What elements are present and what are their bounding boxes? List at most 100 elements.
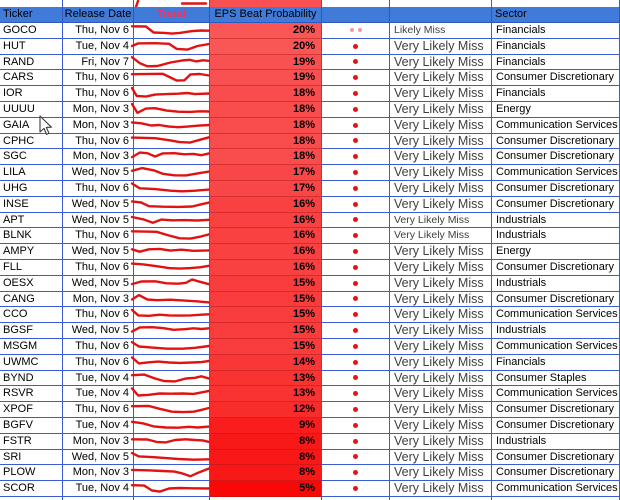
release-date-cell[interactable]: Tue, Nov 4 (63, 386, 134, 403)
trend-sparkline-cell[interactable] (130, 275, 211, 292)
header-sector[interactable]: Sector (492, 7, 620, 23)
partial-cell[interactable] (134, 496, 210, 500)
sector-cell[interactable]: Consumer Discretionary (492, 180, 620, 197)
sector-cell[interactable]: Consumer Staples (492, 370, 620, 387)
sector-cell[interactable]: Financials (492, 38, 620, 55)
header-release-date[interactable]: Release Date (63, 7, 134, 23)
trend-sparkline-cell[interactable] (130, 23, 211, 39)
signal-dots-cell[interactable] (322, 354, 390, 371)
miss-rating-cell[interactable]: Very Likely Miss (390, 86, 492, 102)
eps-probability-cell[interactable]: 19% (210, 54, 322, 71)
sector-cell[interactable]: Consumer Discretionary (492, 196, 620, 213)
miss-rating-cell[interactable]: Very Likely Miss (390, 354, 492, 371)
sector-cell[interactable]: Communication Services (492, 481, 620, 497)
trend-sparkline-cell[interactable] (130, 465, 211, 482)
ticker-cell[interactable]: OESX (0, 275, 63, 292)
eps-probability-cell[interactable]: 16% (210, 244, 322, 260)
ticker-cell[interactable]: CCO (0, 307, 63, 324)
signal-dots-cell[interactable] (322, 481, 390, 497)
eps-probability-cell[interactable]: 17% (210, 165, 322, 181)
miss-rating-cell[interactable]: Very Likely Miss (390, 465, 492, 482)
sector-cell[interactable]: Consumer Discretionary (492, 70, 620, 87)
header-miss-rating[interactable] (390, 7, 492, 23)
eps-probability-cell[interactable]: 15% (210, 338, 322, 355)
release-date-cell[interactable]: Thu, Nov 6 (63, 70, 134, 87)
release-date-cell[interactable]: Mon, Nov 3 (63, 117, 134, 134)
eps-probability-cell[interactable]: 18% (210, 133, 322, 150)
trend-sparkline-cell[interactable] (130, 196, 211, 213)
signal-dots-cell[interactable] (322, 386, 390, 403)
eps-probability-cell[interactable]: 15% (210, 275, 322, 292)
eps-probability-cell[interactable]: 16% (210, 196, 322, 213)
signal-dots-cell[interactable] (322, 101, 390, 118)
trend-sparkline-cell[interactable] (130, 244, 211, 260)
release-date-cell[interactable]: Thu, Nov 6 (63, 259, 134, 276)
ticker-cell[interactable]: FSTR (0, 433, 63, 450)
release-date-cell[interactable]: Mon, Nov 3 (63, 465, 134, 482)
signal-dots-cell[interactable] (322, 212, 390, 229)
eps-probability-cell[interactable]: 12% (210, 402, 322, 418)
partial-cell[interactable] (63, 496, 134, 500)
signal-dots-cell[interactable] (322, 370, 390, 387)
sector-cell[interactable]: Consumer Discretionary (492, 133, 620, 150)
signal-dots-cell[interactable] (322, 402, 390, 418)
release-date-cell[interactable]: Tue, Nov 4 (63, 370, 134, 387)
trend-sparkline-cell[interactable] (130, 180, 211, 197)
ticker-cell[interactable]: BGFV (0, 417, 63, 434)
ticker-cell[interactable]: SGC (0, 149, 63, 166)
release-date-cell[interactable]: Fri, Nov 7 (63, 54, 134, 71)
signal-dots-cell[interactable] (322, 196, 390, 213)
trend-sparkline-cell[interactable] (130, 433, 211, 450)
release-date-cell[interactable]: Wed, Nov 5 (63, 244, 134, 260)
eps-probability-cell[interactable]: 18% (210, 101, 322, 118)
partial-cell[interactable] (390, 496, 492, 500)
eps-probability-cell[interactable]: 13% (210, 370, 322, 387)
release-date-cell[interactable]: Wed, Nov 5 (63, 449, 134, 466)
trend-sparkline-cell[interactable] (130, 370, 211, 387)
ticker-cell[interactable]: RAND (0, 54, 63, 71)
release-date-cell[interactable]: Wed, Nov 5 (63, 275, 134, 292)
sector-cell[interactable]: Industrials (492, 275, 620, 292)
signal-dots-cell[interactable] (322, 86, 390, 102)
sector-cell[interactable]: Communication Services (492, 386, 620, 403)
trend-sparkline-cell[interactable] (130, 481, 211, 497)
eps-probability-cell[interactable]: 15% (210, 323, 322, 339)
miss-rating-cell[interactable]: Very Likely Miss (390, 323, 492, 339)
signal-dots-cell[interactable] (322, 244, 390, 260)
partial-trend-cell[interactable] (134, 0, 210, 7)
sector-cell[interactable]: Industrials (492, 323, 620, 339)
ticker-cell[interactable]: BGSF (0, 323, 63, 339)
miss-rating-cell[interactable]: Very Likely Miss (390, 101, 492, 118)
miss-rating-cell[interactable]: Very Likely Miss (390, 481, 492, 497)
ticker-cell[interactable]: BYND (0, 370, 63, 387)
sector-cell[interactable]: Consumer Discretionary (492, 465, 620, 482)
ticker-cell[interactable]: CANG (0, 291, 63, 308)
eps-probability-cell[interactable]: 14% (210, 354, 322, 371)
header-ticker[interactable]: Ticker (0, 7, 63, 23)
trend-sparkline-cell[interactable] (130, 449, 211, 466)
trend-sparkline-cell[interactable] (130, 165, 211, 181)
miss-rating-cell[interactable]: Very Likely Miss (390, 275, 492, 292)
eps-probability-cell[interactable]: 8% (210, 433, 322, 450)
sector-cell[interactable]: Industrials (492, 433, 620, 450)
release-date-cell[interactable]: Mon, Nov 3 (63, 101, 134, 118)
trend-sparkline-cell[interactable] (130, 54, 211, 71)
header-signal[interactable] (322, 7, 390, 23)
trend-sparkline-cell[interactable] (130, 259, 211, 276)
ticker-cell[interactable]: SCOR (0, 481, 63, 497)
sector-cell[interactable]: Consumer Discretionary (492, 417, 620, 434)
ticker-cell[interactable]: PLOW (0, 465, 63, 482)
sector-cell[interactable]: Energy (492, 244, 620, 260)
release-date-cell[interactable]: Mon, Nov 3 (63, 149, 134, 166)
sector-cell[interactable]: Communication Services (492, 165, 620, 181)
miss-rating-cell[interactable]: Very Likely Miss (390, 38, 492, 55)
miss-rating-cell[interactable]: Likely Miss (390, 23, 492, 39)
signal-dots-cell[interactable] (322, 259, 390, 276)
signal-dots-cell[interactable] (322, 338, 390, 355)
miss-rating-cell[interactable]: Very Likely Miss (390, 133, 492, 150)
signal-dots-cell[interactable] (322, 180, 390, 197)
ticker-cell[interactable]: IOR (0, 86, 63, 102)
release-date-cell[interactable]: Thu, Nov 6 (63, 133, 134, 150)
trend-sparkline-cell[interactable] (130, 323, 211, 339)
partial-date-cell[interactable] (63, 0, 134, 7)
